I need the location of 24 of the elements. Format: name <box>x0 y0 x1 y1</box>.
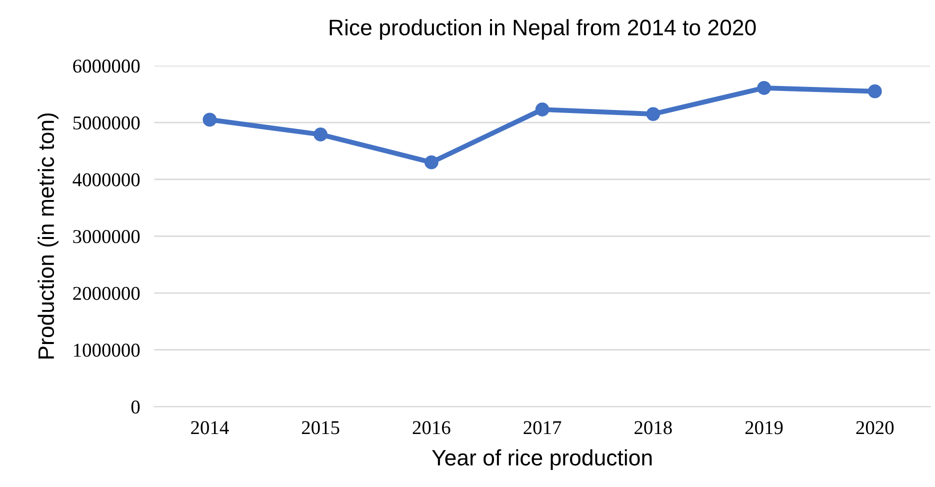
y-tick-label: 2000000 <box>73 286 140 300</box>
y-tick-label: 4000000 <box>72 173 140 186</box>
x-tick-label: 2017 <box>524 421 562 434</box>
point <box>202 112 217 127</box>
y-tick-label: 0 <box>131 400 140 414</box>
y-axis-title: Production (in metric ton) <box>38 113 58 358</box>
point <box>314 128 328 142</box>
x-tick-label: 2019 <box>745 421 783 434</box>
x-tick-label: 2014 <box>191 421 229 434</box>
y-tick-label: 5000000 <box>73 116 140 130</box>
y-tick-label: 6000000 <box>73 60 140 73</box>
x-tick-label: 2018 <box>634 421 672 434</box>
point <box>757 80 771 95</box>
x-tick-label: 2015 <box>302 421 340 434</box>
point <box>646 107 660 121</box>
chart-title: Rice production in Nepal from 2014 to 2020 <box>330 19 756 40</box>
point <box>424 155 438 170</box>
point <box>535 102 550 116</box>
y-tick-label: 3000000 <box>73 230 140 244</box>
point <box>868 84 882 98</box>
x-tick-label: 2016 <box>412 421 450 434</box>
x-axis-title: Year of rice production <box>432 449 652 470</box>
y-tick-label: 1000000 <box>74 344 140 357</box>
x-tick-label: 2020 <box>856 421 894 434</box>
